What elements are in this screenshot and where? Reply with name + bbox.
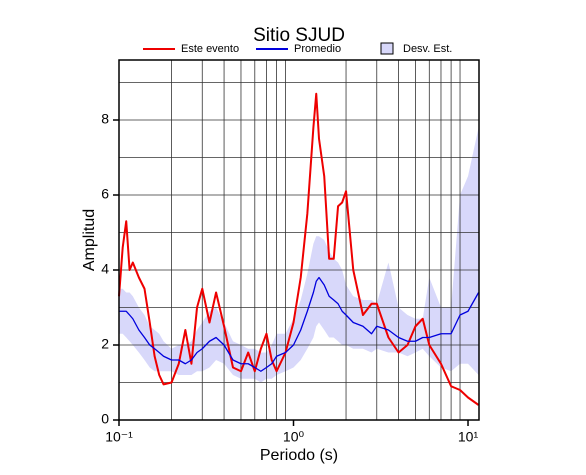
- x-tick-label: 10¹: [458, 429, 479, 445]
- series-line: [118, 92, 480, 406]
- y-tick-label: 6: [101, 186, 109, 202]
- y-tick-label: 4: [101, 261, 109, 277]
- chart-title: Sitio SJUD: [253, 25, 345, 46]
- legend-label: Promedio: [294, 43, 341, 55]
- legend-label: Desv. Est.: [403, 43, 452, 55]
- x-tick-label: 10⁰: [283, 429, 305, 445]
- y-axis-label: Amplitud: [81, 209, 98, 271]
- x-axis-label: Periodo (s): [260, 447, 338, 464]
- series-line: [119, 276, 480, 372]
- y-tick-label: 8: [101, 111, 109, 127]
- x-tick-label: 10⁻¹: [105, 429, 133, 445]
- legend-swatch: [380, 42, 394, 55]
- y-tick-label: 2: [101, 336, 109, 352]
- legend-label: Este evento: [181, 43, 239, 55]
- y-tick-label: 0: [101, 411, 109, 427]
- std-band: [119, 127, 479, 383]
- plot-frame: [118, 59, 480, 421]
